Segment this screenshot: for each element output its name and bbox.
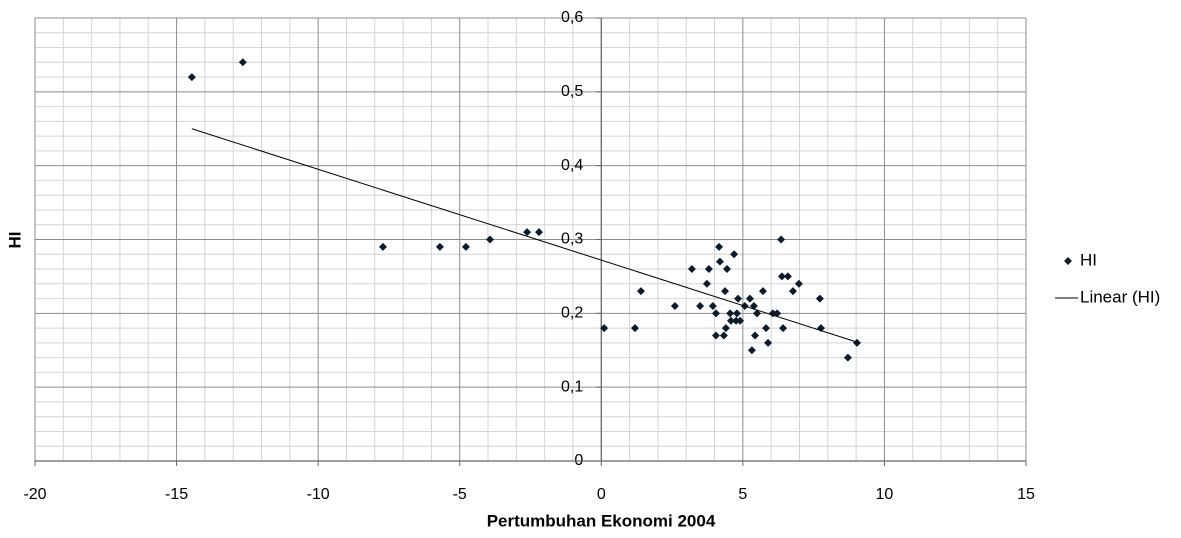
- data-point: [852, 338, 861, 347]
- data-point: [486, 235, 495, 244]
- x-tick-label: -5: [453, 486, 467, 503]
- x-tick-label: -10: [307, 486, 330, 503]
- data-point: [732, 309, 741, 318]
- data-point: [711, 331, 720, 340]
- data-point: [696, 301, 705, 310]
- data-point: [762, 324, 771, 333]
- data-point: [758, 287, 767, 296]
- data-point: [687, 265, 696, 274]
- data-point: [777, 272, 786, 281]
- data-point: [715, 242, 724, 251]
- data-point: [764, 338, 773, 347]
- data-point: [715, 257, 724, 266]
- data-point: [702, 279, 711, 288]
- y-tick-label: 0,4: [561, 157, 583, 174]
- data-point: [843, 353, 852, 362]
- data-point: [523, 228, 532, 237]
- data-point: [815, 294, 824, 303]
- data-point: [238, 58, 247, 67]
- legend-marker: [1064, 257, 1072, 265]
- legend-label: HI: [1080, 250, 1097, 269]
- data-point: [730, 250, 739, 259]
- data-point: [187, 73, 196, 82]
- trend-line: [191, 128, 858, 343]
- data-point: [704, 265, 713, 274]
- y-tick-label: 0,6: [561, 9, 583, 26]
- data-point: [788, 287, 797, 296]
- x-tick-label: 10: [876, 486, 894, 503]
- data-point: [721, 287, 730, 296]
- data-point: [378, 242, 387, 251]
- data-point: [736, 316, 745, 325]
- x-axis-title: Pertumbuhan Ekonomi 2004: [487, 511, 716, 530]
- data-point: [721, 324, 730, 333]
- y-tick-label: 0,1: [561, 378, 583, 395]
- x-tick-label: 5: [738, 486, 747, 503]
- data-point: [719, 331, 728, 340]
- data-point: [745, 294, 754, 303]
- data-point: [747, 346, 756, 355]
- y-tick-label: 0,3: [561, 231, 583, 248]
- data-point: [777, 235, 786, 244]
- x-tick-label: 15: [1017, 486, 1035, 503]
- data-point: [461, 242, 470, 251]
- data-point: [534, 228, 543, 237]
- data-point: [783, 272, 792, 281]
- x-tick-label: -15: [165, 486, 188, 503]
- data-point: [726, 316, 735, 325]
- data-point: [708, 301, 717, 310]
- y-tick-label: 0,2: [561, 305, 583, 322]
- legend-label: Linear (HI): [1080, 287, 1160, 306]
- data-point: [723, 265, 732, 274]
- data-point: [600, 324, 609, 333]
- data-point: [726, 309, 735, 318]
- data-point: [630, 324, 639, 333]
- data-point: [734, 294, 743, 303]
- data-point: [753, 309, 762, 318]
- y-axis-title: HI: [5, 232, 24, 249]
- data-point: [435, 242, 444, 251]
- data-point: [773, 309, 782, 318]
- data-point: [779, 324, 788, 333]
- x-tick-label: -20: [23, 486, 46, 503]
- data-point: [711, 309, 720, 318]
- data-point: [751, 331, 760, 340]
- data-point: [794, 279, 803, 288]
- y-tick-label: 0,5: [561, 83, 583, 100]
- data-point: [636, 287, 645, 296]
- data-point: [670, 301, 679, 310]
- x-tick-label: 0: [597, 486, 606, 503]
